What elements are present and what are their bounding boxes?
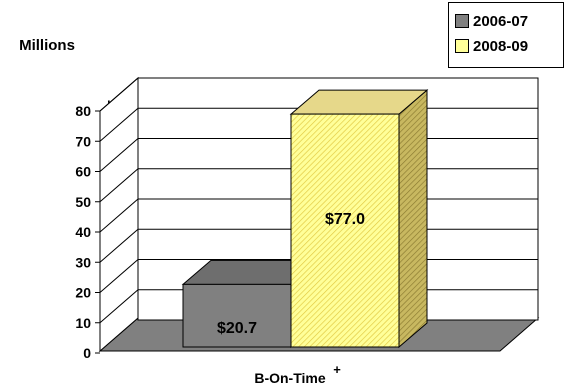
- legend-label: 2008-09: [473, 37, 529, 55]
- y-tick-label: 40: [75, 224, 91, 240]
- y-tick-label: 10: [75, 315, 91, 331]
- bar-2006-07: [182, 283, 292, 348]
- gridline-side: [99, 289, 139, 324]
- legend-swatch-gray: [455, 14, 469, 28]
- gridline-side: [99, 168, 139, 203]
- gridline-side: [99, 259, 139, 293]
- bar-data-label: $77.0: [325, 211, 365, 228]
- gridline-side: [99, 77, 139, 112]
- chart-legend: 2006-07 2008-09: [448, 2, 564, 68]
- x-category-note: +: [333, 362, 341, 377]
- bar-side: [398, 88, 428, 349]
- y-axis-title: Millions: [19, 37, 75, 54]
- gridline-side: [99, 198, 139, 233]
- bar-data-label: $20.7: [217, 320, 257, 337]
- legend-item-2006-07: 2006-07: [455, 11, 528, 31]
- gridline-side: [99, 107, 139, 142]
- y-tick-label: 30: [75, 254, 91, 270]
- legend-label: 2006-07: [473, 12, 529, 30]
- chart-side-wall: [99, 76, 139, 353]
- y-tick-label: 70: [75, 133, 91, 149]
- y-tick-label: 20: [75, 285, 91, 301]
- legend-item-2008-09: 2008-09: [455, 36, 528, 56]
- bar-2008-09: [290, 113, 400, 348]
- x-category-label: B-On-Time: [254, 370, 326, 386]
- y-tick-label: 60: [75, 164, 91, 180]
- y-tick-label: 0: [83, 345, 91, 361]
- gridline-side: [99, 228, 139, 263]
- y-tick-label: 50: [75, 194, 91, 210]
- gridline-side: [99, 138, 139, 172]
- legend-swatch-yellow: [455, 39, 469, 53]
- y-tick-label: 80: [75, 103, 91, 119]
